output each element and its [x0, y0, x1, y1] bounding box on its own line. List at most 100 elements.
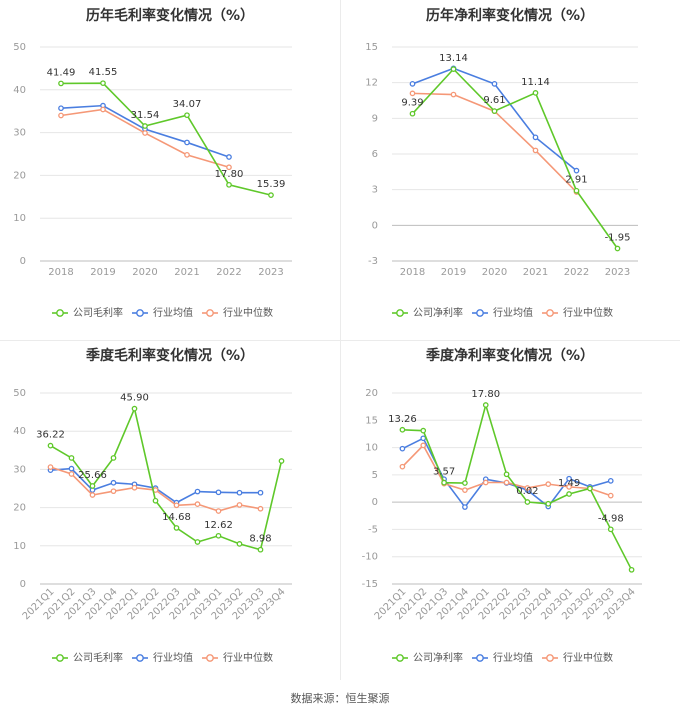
y-tick-label: 0	[372, 497, 378, 508]
data-point	[110, 455, 117, 461]
x-tick-label: 2019	[441, 267, 466, 278]
data-label: 41.55	[89, 67, 118, 78]
data-point	[532, 134, 539, 141]
legend-marker	[136, 654, 144, 662]
series-line	[50, 406, 283, 551]
legend-label: 公司净利率	[413, 651, 463, 664]
data-point	[628, 566, 635, 573]
legend-label: 行业均值	[153, 306, 193, 319]
data-point	[545, 500, 552, 507]
data-point	[47, 464, 54, 470]
legend-label: 行业均值	[153, 651, 193, 664]
data-point	[236, 502, 243, 508]
data-point	[491, 108, 498, 114]
data-point	[68, 455, 75, 461]
data-label: 13.14	[439, 53, 468, 64]
data-point	[399, 463, 406, 470]
legend-marker	[206, 654, 214, 662]
data-label: 36.22	[36, 430, 65, 441]
x-tick-label: 2021	[523, 267, 548, 278]
data-point	[278, 458, 285, 464]
data-point	[450, 91, 457, 98]
data-point	[409, 90, 416, 97]
legend-label: 公司毛利率	[73, 651, 123, 664]
data-label: -1.95	[605, 233, 631, 244]
y-tick-label: -10	[362, 552, 378, 563]
data-label: 25.66	[78, 470, 107, 481]
annual-net-margin-chart: 历年净利率变化情况（%） -3 0 3 6 9 12 15 2018 2019 2020 2021 20…	[365, 7, 638, 319]
y-tick-label: 50	[13, 388, 26, 399]
data-point	[89, 483, 96, 489]
data-point	[215, 532, 222, 539]
y-tick-label: 50	[13, 42, 26, 53]
series-line	[412, 92, 578, 193]
x-tick-label: 2020	[132, 267, 157, 278]
chart-title: 历年净利率变化情况（%）	[426, 7, 594, 24]
data-point	[450, 66, 457, 72]
data-point	[226, 154, 232, 160]
data-point	[420, 427, 427, 434]
data-point	[236, 541, 243, 547]
data-point	[607, 526, 614, 533]
data-point	[268, 192, 274, 198]
legend-label: 行业中位数	[223, 306, 273, 319]
data-point	[503, 471, 510, 478]
data-point	[131, 405, 138, 412]
chart-title: 历年毛利率变化情况（%）	[86, 7, 254, 24]
legend-marker	[396, 654, 404, 662]
data-point	[131, 484, 138, 491]
quarterly-net-margin-chart: 季度净利率变化情况（%）-15-10-5051015202021Q12021Q2…	[362, 347, 642, 664]
data-point	[142, 123, 148, 129]
data-point	[462, 480, 468, 486]
data-point	[89, 492, 96, 498]
legend-marker	[56, 654, 64, 662]
data-point	[587, 485, 593, 492]
quarterly-gross-margin-chart: 季度毛利率变化情况（%）010203040502021Q12021Q22021Q…	[13, 347, 292, 664]
legend-marker	[56, 309, 64, 317]
data-point	[215, 489, 222, 496]
legend-label: 行业中位数	[563, 306, 613, 319]
data-label: -4.98	[598, 513, 624, 524]
x-tick-label: 2023	[258, 267, 283, 278]
data-point	[573, 187, 580, 194]
y-tick-label: 0	[20, 579, 26, 590]
data-point	[573, 167, 580, 174]
x-tick-label: 2018	[48, 267, 73, 278]
y-tick-label: 5	[372, 470, 378, 481]
data-label: 13.26	[388, 414, 417, 425]
data-label: 8.98	[249, 534, 271, 545]
data-point	[110, 488, 117, 495]
data-point	[566, 484, 572, 490]
y-tick-label: 6	[372, 149, 378, 160]
y-tick-label: 40	[13, 426, 26, 437]
data-point	[47, 442, 54, 449]
data-point	[614, 245, 621, 252]
data-label: 11.14	[521, 77, 550, 88]
data-point	[58, 105, 64, 112]
data-point	[399, 426, 406, 433]
data-point	[607, 478, 614, 484]
y-tick-label: -5	[368, 524, 378, 535]
legend-marker	[476, 654, 484, 662]
data-point	[226, 164, 232, 171]
legend-marker	[546, 309, 554, 317]
y-tick-label: 0	[372, 220, 378, 231]
data-label: 14.68	[162, 512, 191, 523]
y-tick-label: -3	[368, 256, 378, 267]
x-tick-label: 2023	[605, 267, 630, 278]
data-point	[566, 475, 572, 482]
data-point	[482, 479, 489, 486]
data-label: 2.91	[565, 175, 587, 186]
data-label: 15.39	[257, 179, 286, 190]
data-label: 31.54	[131, 110, 160, 121]
y-tick-label: 30	[13, 464, 26, 475]
x-tick-label: 2020	[482, 267, 507, 278]
data-label: 12.62	[204, 520, 233, 531]
legend-label: 公司净利率	[413, 306, 463, 319]
x-tick-label: 2021	[174, 267, 199, 278]
chart-title: 季度毛利率变化情况（%）	[85, 347, 254, 364]
data-point	[257, 489, 264, 496]
data-point	[409, 110, 416, 117]
legend-label: 行业中位数	[223, 651, 273, 664]
